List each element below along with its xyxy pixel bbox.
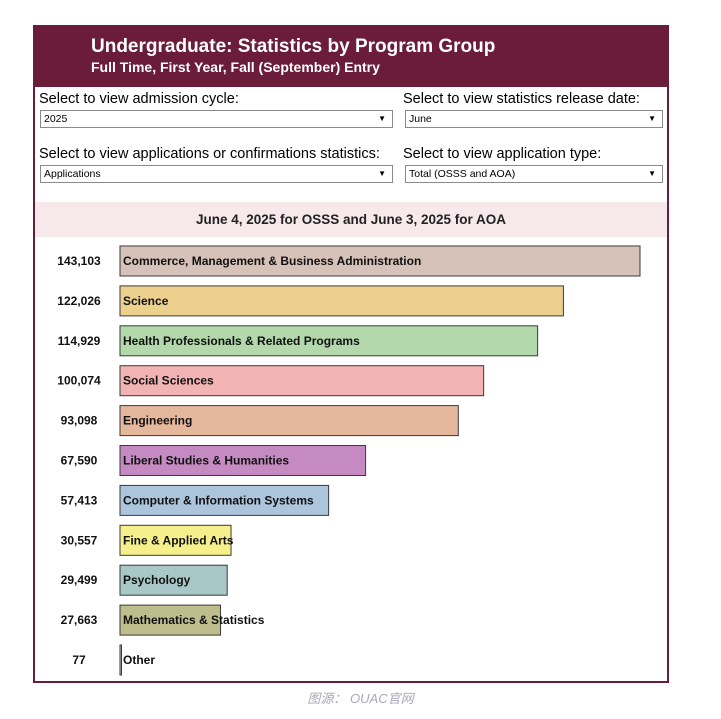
release-select[interactable]: June ▼ [405,110,663,128]
category-label-7: Fine & Applied Arts [123,533,234,547]
value-label-2: 114,929 [58,334,101,348]
value-label-4: 93,098 [61,414,98,428]
cycle-select[interactable]: 2025 ▼ [40,110,393,128]
app-type-label: Select to view application type: [403,146,602,162]
chevron-down-icon: ▼ [378,169,386,178]
bar-6[interactable] [119,484,330,516]
header-banner: Undergraduate: Statistics by Program Gro… [33,25,669,87]
value-label-8: 29,499 [61,573,98,587]
category-label-6: Computer & Information Systems [123,493,314,507]
release-label: Select to view statistics release date: [403,91,640,107]
category-label-8: Psychology [123,573,191,587]
image-source-caption: 图源： OUAC官网 [307,691,414,706]
category-label-10: Other [123,653,155,667]
chevron-down-icon: ▼ [648,114,656,123]
category-label-0: Commerce, Management & Business Administ… [123,254,421,268]
chevron-down-icon: ▼ [378,114,386,123]
cycle-value: 2025 [44,113,68,125]
page-subtitle: Full Time, First Year, Fall (September) … [91,59,380,75]
category-label-3: Social Sciences [123,374,214,388]
value-label-10: 77 [72,653,86,667]
bar-3[interactable] [119,365,485,397]
stat-type-select[interactable]: Applications ▼ [40,165,393,183]
category-label-5: Liberal Studies & Humanities [123,454,289,468]
value-label-3: 100,074 [57,374,101,388]
value-label-5: 67,590 [61,454,98,468]
bar-1[interactable] [119,285,564,317]
bar-10[interactable] [119,644,122,676]
bar-4[interactable] [119,405,459,437]
category-label-2: Health Professionals & Related Programs [123,334,360,348]
value-label-6: 57,413 [61,493,98,507]
app-type-select[interactable]: Total (OSSS and AOA) ▼ [405,165,663,183]
bar-2[interactable] [119,325,539,357]
value-label-7: 30,557 [61,533,98,547]
value-label-1: 122,026 [57,294,101,308]
release-value: June [409,113,432,125]
value-label-0: 143,103 [57,254,101,268]
bar-8[interactable] [119,564,228,596]
bar-5[interactable] [119,445,367,476]
category-label-4: Engineering [123,414,192,428]
page-title: Undergraduate: Statistics by Program Gro… [91,36,496,57]
bar-9[interactable] [119,604,222,636]
release-date-note: June 4, 2025 for OSSS and June 3, 2025 f… [35,202,667,237]
bar-7[interactable] [119,524,232,556]
cycle-label: Select to view admission cycle: [39,91,239,107]
chevron-down-icon: ▼ [648,169,656,178]
app-type-value: Total (OSSS and AOA) [409,168,516,180]
category-label-9: Mathematics & Statistics [123,613,265,627]
value-label-9: 27,663 [61,613,98,627]
bar-0[interactable] [119,245,641,277]
category-label-1: Science [123,294,169,308]
stat-type-label: Select to view applications or confirmat… [39,146,380,162]
stat-type-value: Applications [44,168,101,180]
